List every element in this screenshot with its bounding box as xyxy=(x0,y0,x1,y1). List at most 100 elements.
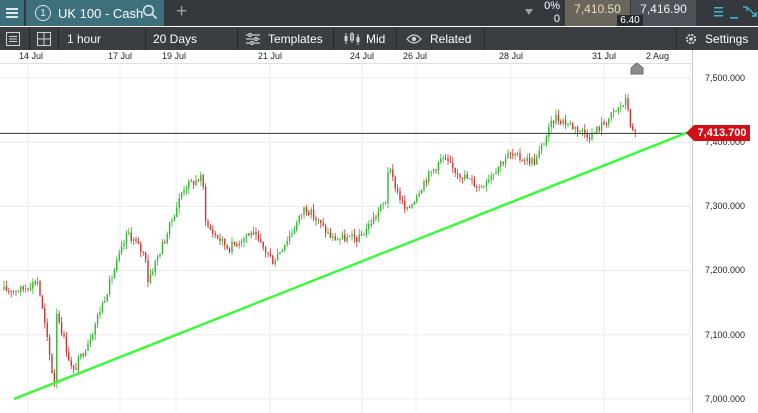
candle xyxy=(12,289,15,296)
candle xyxy=(5,281,8,292)
candle xyxy=(548,123,550,142)
candle xyxy=(305,205,308,216)
candle xyxy=(204,183,207,227)
candle xyxy=(272,254,274,265)
candle xyxy=(586,129,588,142)
candle xyxy=(384,201,387,205)
candle xyxy=(128,228,130,236)
settings-button[interactable]: Settings xyxy=(684,27,748,50)
candle xyxy=(456,169,459,180)
candle xyxy=(89,334,92,347)
candle xyxy=(178,193,180,214)
candle xyxy=(540,142,543,154)
instrument-tab[interactable]: 1 UK 100 - Cash xyxy=(26,0,164,26)
candle xyxy=(166,231,168,245)
candle xyxy=(164,239,166,244)
candle xyxy=(452,157,454,174)
candle xyxy=(72,364,75,374)
candle xyxy=(101,301,104,314)
candle xyxy=(430,170,432,177)
candle xyxy=(531,156,533,167)
candle xyxy=(77,354,80,375)
list-view-icon[interactable] xyxy=(6,27,20,50)
candle xyxy=(236,241,238,248)
candle xyxy=(507,149,509,159)
sell-price-button[interactable]: 7,410.50 xyxy=(565,0,630,26)
candle xyxy=(624,93,627,110)
menu-icon[interactable] xyxy=(0,0,24,26)
candle xyxy=(123,239,125,251)
candle xyxy=(394,175,396,193)
price-type-button[interactable]: Mid xyxy=(344,27,385,50)
candle xyxy=(538,145,540,159)
candle xyxy=(171,217,173,227)
candle xyxy=(190,178,192,182)
related-button[interactable]: Related xyxy=(406,27,471,50)
candle xyxy=(96,312,99,329)
candle xyxy=(154,259,156,277)
collapse-icon[interactable] xyxy=(714,7,723,17)
candle xyxy=(120,241,123,256)
date-label: 28 Jul xyxy=(499,51,524,61)
candle xyxy=(334,232,336,241)
scroll-to-latest-icon[interactable] xyxy=(629,62,645,75)
candle xyxy=(279,251,281,255)
candle xyxy=(113,267,116,279)
candle xyxy=(269,248,272,257)
change-value: 0 xyxy=(553,13,560,25)
candle xyxy=(536,154,538,165)
add-tab-icon[interactable]: + xyxy=(176,1,188,22)
candle xyxy=(147,254,149,288)
candle xyxy=(58,310,60,325)
expand-icon[interactable] xyxy=(743,6,757,17)
candle xyxy=(310,207,312,219)
candle xyxy=(137,237,140,244)
candle xyxy=(296,220,298,233)
candle xyxy=(245,233,248,244)
candle xyxy=(605,121,608,128)
candle xyxy=(399,187,401,204)
price-tick-label: 7,200.000 xyxy=(705,265,746,275)
candle xyxy=(466,170,468,179)
candle xyxy=(65,332,68,358)
candle xyxy=(504,154,507,168)
range-selector[interactable]: 20 Days xyxy=(153,31,198,46)
price-chart[interactable] xyxy=(0,64,692,413)
candle xyxy=(252,227,255,236)
templates-button[interactable]: Templates xyxy=(246,27,323,50)
candle xyxy=(569,120,572,126)
candle xyxy=(94,322,96,340)
candle xyxy=(82,352,84,359)
candle xyxy=(276,249,279,261)
candle xyxy=(180,191,183,200)
candle xyxy=(233,241,236,247)
layout-grid-icon[interactable] xyxy=(37,27,51,50)
candle xyxy=(20,285,22,297)
candle xyxy=(51,353,53,374)
candle xyxy=(336,237,339,241)
candle xyxy=(262,241,264,251)
candle xyxy=(70,356,72,370)
candle xyxy=(557,109,560,125)
candle xyxy=(344,229,346,243)
candle xyxy=(353,228,356,244)
candle xyxy=(44,303,46,329)
candle xyxy=(346,233,348,244)
candle xyxy=(555,109,557,126)
candle xyxy=(368,220,370,235)
interval-selector[interactable]: 1 hour xyxy=(67,31,102,46)
candle xyxy=(406,206,408,212)
trendline[interactable] xyxy=(13,129,692,401)
candle xyxy=(68,346,70,361)
candle xyxy=(629,108,632,129)
candle xyxy=(442,155,444,163)
search-icon[interactable] xyxy=(142,4,158,23)
candle xyxy=(483,185,485,189)
candle xyxy=(257,230,260,243)
candle xyxy=(92,332,94,341)
minimize-icon[interactable] xyxy=(730,17,738,19)
candle xyxy=(365,223,368,238)
date-label: 24 Jul xyxy=(350,51,375,61)
related-label: Related xyxy=(430,31,472,46)
date-label: 19 Jul xyxy=(162,51,187,61)
